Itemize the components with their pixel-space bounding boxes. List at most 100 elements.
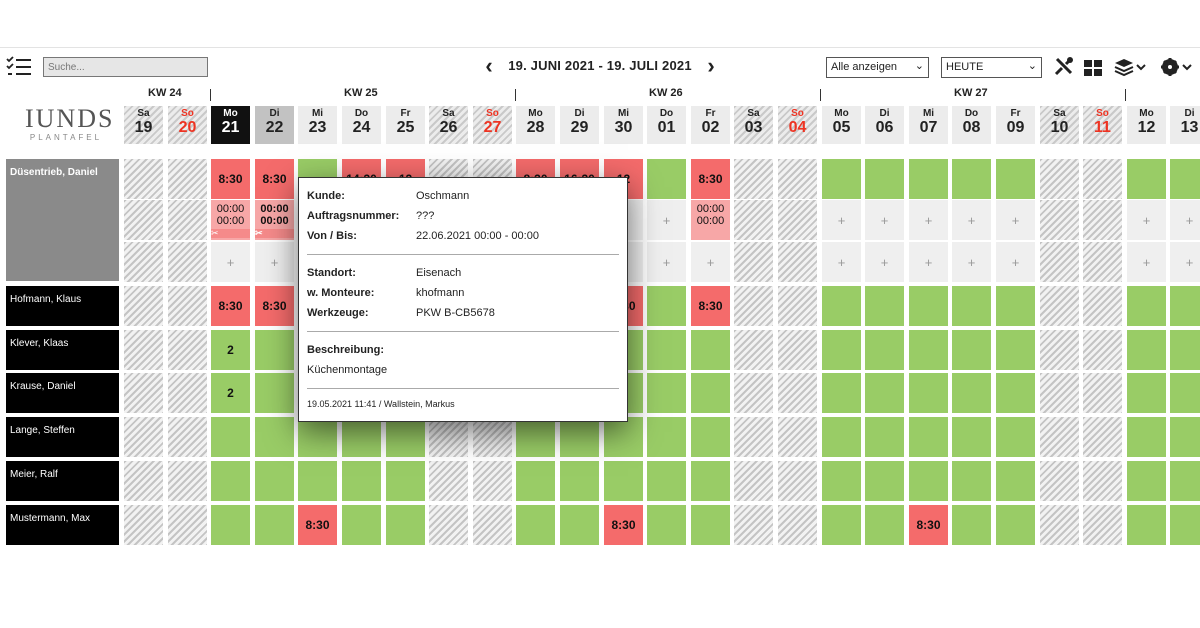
schedule-cell[interactable] [734, 242, 773, 282]
schedule-cell[interactable] [255, 505, 294, 545]
day-header[interactable]: Sa 10 [1040, 106, 1079, 144]
schedule-cell[interactable]: 8:30 [298, 505, 337, 545]
day-header[interactable]: Do 24 [342, 106, 381, 144]
day-header[interactable]: Di 06 [865, 106, 904, 144]
grid-view-icon[interactable] [1083, 56, 1103, 78]
schedule-cell[interactable]: + [1170, 242, 1200, 282]
schedule-cell[interactable] [386, 417, 425, 457]
schedule-cell[interactable] [1040, 417, 1079, 457]
next-period-button[interactable]: › [707, 53, 715, 78]
schedule-cell[interactable] [647, 373, 686, 413]
schedule-cell[interactable] [778, 200, 817, 240]
schedule-cell[interactable] [124, 461, 163, 501]
day-header[interactable]: So 20 [168, 106, 207, 144]
day-header[interactable]: Fr 02 [691, 106, 730, 144]
schedule-cell[interactable]: + [996, 200, 1035, 240]
schedule-cell[interactable] [168, 286, 207, 326]
schedule-cell[interactable] [124, 242, 163, 282]
schedule-cell[interactable] [865, 461, 904, 501]
schedule-cell[interactable] [909, 286, 948, 326]
schedule-cell[interactable] [1083, 242, 1122, 282]
schedule-cell[interactable] [996, 159, 1035, 199]
schedule-cell[interactable] [1170, 505, 1200, 545]
schedule-cell[interactable] [560, 417, 599, 457]
schedule-cell[interactable] [952, 373, 991, 413]
schedule-cell[interactable] [255, 330, 294, 370]
schedule-cell[interactable] [473, 461, 512, 501]
schedule-cell[interactable]: + [952, 200, 991, 240]
schedule-cell[interactable]: 8:30 [909, 505, 948, 545]
schedule-cell[interactable] [778, 461, 817, 501]
schedule-cell[interactable]: + [1127, 242, 1166, 282]
schedule-cell[interactable] [909, 461, 948, 501]
schedule-cell[interactable] [1083, 461, 1122, 501]
schedule-cell[interactable] [1170, 286, 1200, 326]
schedule-cell[interactable] [1083, 286, 1122, 326]
schedule-cell[interactable] [211, 417, 250, 457]
schedule-cell[interactable] [255, 373, 294, 413]
schedule-cell[interactable] [865, 286, 904, 326]
schedule-cell[interactable] [865, 159, 904, 199]
schedule-cell[interactable]: 8:30 [255, 286, 294, 326]
day-header[interactable]: Do 01 [647, 106, 686, 144]
schedule-cell[interactable] [168, 159, 207, 199]
schedule-cell[interactable]: + [1127, 200, 1166, 240]
schedule-cell[interactable] [1170, 417, 1200, 457]
schedule-cell[interactable] [1083, 159, 1122, 199]
schedule-cell[interactable] [996, 286, 1035, 326]
schedule-cell[interactable] [1127, 505, 1166, 545]
employee-row-label[interactable]: Mustermann, Max [6, 505, 119, 545]
schedule-cell[interactable] [778, 373, 817, 413]
schedule-cell[interactable]: + [909, 200, 948, 240]
schedule-cell[interactable] [865, 417, 904, 457]
schedule-cell[interactable] [909, 330, 948, 370]
schedule-cell[interactable] [778, 286, 817, 326]
schedule-cell[interactable] [647, 286, 686, 326]
schedule-cell[interactable]: 8:30 [255, 159, 294, 199]
schedule-cell[interactable] [952, 505, 991, 545]
schedule-cell[interactable]: 8:30 [604, 505, 643, 545]
schedule-cell[interactable] [647, 159, 686, 199]
schedule-cell[interactable] [168, 200, 207, 240]
day-header[interactable]: So 04 [778, 106, 817, 144]
schedule-cell[interactable] [734, 417, 773, 457]
schedule-cell[interactable] [691, 330, 730, 370]
schedule-cell[interactable]: 8:30 [691, 286, 730, 326]
schedule-cell[interactable] [516, 417, 555, 457]
search-input[interactable] [43, 57, 208, 77]
schedule-cell[interactable] [124, 417, 163, 457]
schedule-cell[interactable] [342, 505, 381, 545]
day-header[interactable]: So 27 [473, 106, 512, 144]
employee-row-label[interactable]: Hofmann, Klaus [6, 286, 119, 326]
day-header[interactable]: Sa 26 [429, 106, 468, 144]
schedule-cell[interactable]: + [647, 200, 686, 240]
tools-icon[interactable] [1053, 56, 1075, 78]
schedule-cell[interactable]: + [1170, 200, 1200, 240]
schedule-cell[interactable]: + [909, 242, 948, 282]
schedule-cell[interactable] [734, 159, 773, 199]
schedule-cell[interactable] [1040, 200, 1079, 240]
schedule-cell[interactable] [604, 417, 643, 457]
schedule-cell[interactable] [211, 461, 250, 501]
schedule-cell[interactable] [124, 286, 163, 326]
schedule-cell[interactable] [1127, 373, 1166, 413]
schedule-cell[interactable]: + [691, 242, 730, 282]
employee-row-label[interactable]: Lange, Steffen [6, 417, 119, 457]
schedule-cell[interactable] [952, 159, 991, 199]
schedule-cell[interactable] [168, 330, 207, 370]
schedule-cell[interactable] [647, 330, 686, 370]
schedule-cell[interactable] [1170, 159, 1200, 199]
day-header[interactable]: Do 08 [952, 106, 991, 144]
schedule-cell[interactable] [1040, 286, 1079, 326]
schedule-cell[interactable] [734, 330, 773, 370]
schedule-cell[interactable] [429, 417, 468, 457]
schedule-cell[interactable] [473, 505, 512, 545]
employee-row-label[interactable]: Klever, Klaas [6, 330, 119, 370]
schedule-cell[interactable]: + [255, 242, 294, 282]
schedule-cell[interactable] [822, 505, 861, 545]
schedule-cell[interactable]: + [822, 242, 861, 282]
schedule-cell[interactable] [1040, 505, 1079, 545]
schedule-cell[interactable] [168, 505, 207, 545]
schedule-cell[interactable] [124, 200, 163, 240]
schedule-cell[interactable] [865, 505, 904, 545]
